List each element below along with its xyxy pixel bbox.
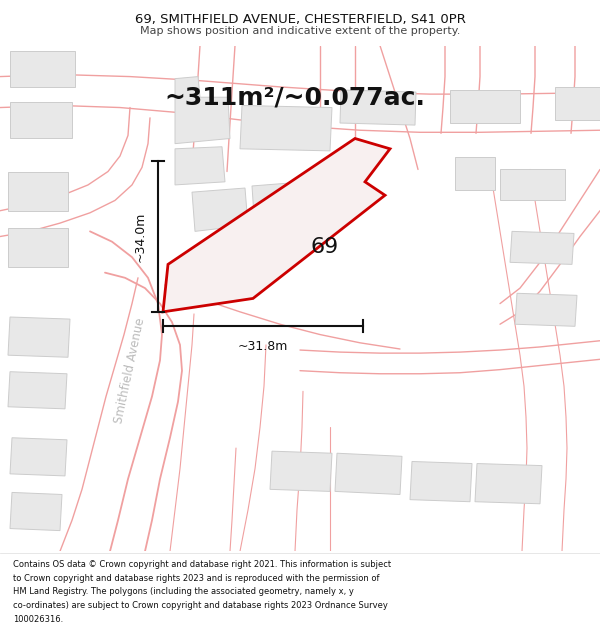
Text: co-ordinates) are subject to Crown copyright and database rights 2023 Ordnance S: co-ordinates) are subject to Crown copyr… — [13, 601, 388, 610]
Text: to Crown copyright and database rights 2023 and is reproduced with the permissio: to Crown copyright and database rights 2… — [13, 574, 380, 582]
Text: ~311m²/~0.077ac.: ~311m²/~0.077ac. — [164, 85, 425, 109]
Text: HM Land Registry. The polygons (including the associated geometry, namely x, y: HM Land Registry. The polygons (includin… — [13, 588, 354, 596]
Polygon shape — [555, 87, 600, 120]
Polygon shape — [175, 147, 225, 185]
Polygon shape — [10, 492, 62, 531]
Polygon shape — [10, 438, 67, 476]
Text: Smithfield Avenue: Smithfield Avenue — [112, 317, 148, 424]
Polygon shape — [270, 451, 332, 491]
Polygon shape — [192, 188, 248, 231]
Polygon shape — [515, 293, 577, 326]
Polygon shape — [8, 372, 67, 409]
Text: ~34.0m: ~34.0m — [133, 211, 146, 262]
Polygon shape — [475, 464, 542, 504]
Polygon shape — [455, 157, 495, 190]
Polygon shape — [510, 231, 574, 264]
Polygon shape — [252, 182, 308, 231]
Text: 69: 69 — [310, 237, 338, 257]
Polygon shape — [410, 461, 472, 502]
Text: 69, SMITHFIELD AVENUE, CHESTERFIELD, S41 0PR: 69, SMITHFIELD AVENUE, CHESTERFIELD, S41… — [134, 12, 466, 26]
Polygon shape — [340, 90, 416, 125]
Polygon shape — [240, 106, 332, 151]
Polygon shape — [10, 51, 75, 87]
Polygon shape — [8, 228, 68, 268]
Polygon shape — [175, 77, 230, 144]
Text: 100026316.: 100026316. — [13, 614, 64, 624]
Polygon shape — [335, 453, 402, 494]
Text: Map shows position and indicative extent of the property.: Map shows position and indicative extent… — [140, 26, 460, 36]
Polygon shape — [450, 90, 520, 123]
Polygon shape — [500, 169, 565, 201]
Polygon shape — [10, 102, 72, 139]
Text: ~31.8m: ~31.8m — [238, 341, 288, 353]
Polygon shape — [8, 317, 70, 357]
Polygon shape — [163, 139, 390, 312]
Text: Contains OS data © Crown copyright and database right 2021. This information is : Contains OS data © Crown copyright and d… — [13, 560, 391, 569]
Polygon shape — [8, 171, 68, 211]
